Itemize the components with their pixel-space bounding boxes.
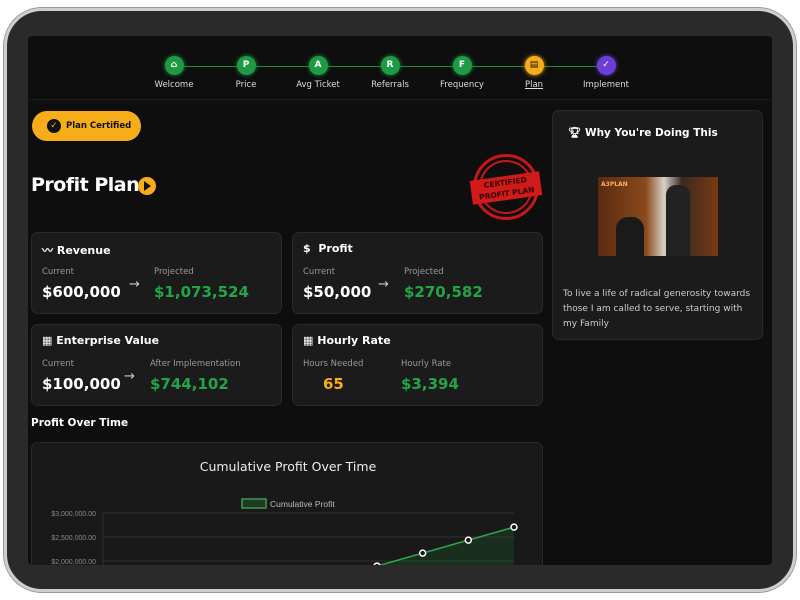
calendar-edit-icon: ▤ [524, 56, 544, 75]
revenue-card: 〰 Revenue Current $600,000 → Projected $… [31, 232, 282, 314]
enterprise-value-card: ▦ Enterprise Value Current $100,000 → Af… [31, 324, 282, 406]
legend-label: Cumulative Profit [270, 499, 335, 509]
hourly-rate: $3,394 [401, 375, 459, 393]
step-letter: F [452, 56, 472, 75]
step-frequency[interactable]: F Frequency [427, 56, 497, 90]
step-label: Welcome [154, 80, 194, 90]
step-label: Frequency [440, 80, 484, 90]
y-tick-label: $3,000,000.00 [51, 511, 96, 518]
data-point [418, 549, 427, 557]
cumulative-profit-chart: Cumulative Profit Over Time Cumulative Pr… [51, 459, 518, 565]
check-badge-icon: ✓ [596, 56, 616, 75]
certified-stamp: CERTIFIED PROFIT PLAN [469, 154, 543, 220]
plan-certified-badge[interactable]: ✓ Plan Certified [32, 111, 141, 141]
profit-card: $ Profit Current $50,000 → Projected $27… [292, 232, 543, 314]
legend-swatch [241, 498, 267, 509]
why-card: 🏆︎ Why You're Doing This A3PLAN To live … [552, 110, 763, 340]
home-icon: ⌂ [164, 56, 184, 75]
chart-title: Cumulative Profit Over Time [200, 459, 377, 474]
step-welcome[interactable]: ⌂ Welcome [139, 56, 209, 90]
step-price[interactable]: P Price [211, 56, 281, 90]
chart-card: Cumulative Profit Over Time Cumulative Pr… [31, 442, 543, 565]
card-title: Hourly Rate [317, 334, 391, 347]
page-title: Profit Plan [31, 174, 140, 196]
divider [28, 99, 772, 100]
step-avg-ticket[interactable]: A Avg Ticket [283, 56, 353, 90]
why-title: Why You're Doing This [585, 127, 718, 139]
label: Current [42, 359, 74, 369]
y-tick-label: $2,500,000.00 [51, 535, 96, 542]
step-letter: A [308, 56, 328, 75]
step-label: Price [235, 80, 257, 90]
dollar-icon: $ [303, 242, 311, 255]
hourly-rate-card: ▦ Hourly Rate Hours Needed 65 Hourly Rat… [292, 324, 543, 406]
step-letter: R [380, 56, 400, 75]
current-enterprise-value: $100,000 [42, 375, 121, 393]
hours-needed: 65 [323, 375, 344, 393]
label: Current [42, 267, 74, 277]
projected-profit: $270,582 [404, 283, 483, 301]
current-profit: $50,000 [303, 283, 372, 301]
why-text: To live a life of radical generosity tow… [563, 289, 751, 329]
series-area [380, 527, 514, 565]
data-point [464, 536, 473, 544]
projected-revenue: $1,073,524 [154, 283, 249, 301]
step-label: Referrals [371, 80, 409, 90]
trophy-icon: 🏆︎ [568, 127, 582, 139]
series-line [378, 526, 515, 565]
arrow-right-icon: → [378, 277, 389, 292]
play-video-button[interactable] [138, 177, 156, 195]
label: Hours Needed [303, 359, 364, 369]
data-point [373, 562, 381, 565]
data-point [510, 523, 518, 531]
step-label: Avg Ticket [296, 80, 340, 90]
building-icon: ▦ [42, 334, 53, 347]
arrow-right-icon: → [129, 277, 140, 292]
current-revenue: $600,000 [42, 283, 121, 301]
label: After Implementation [150, 359, 241, 369]
step-label: Plan [524, 80, 544, 90]
label: Current [303, 267, 335, 277]
app-screen: ⌂ Welcome P Price A Avg Ticket R Referrals F Freq… [28, 36, 772, 565]
label: Hourly Rate [401, 359, 452, 369]
section-title: Profit Over Time [31, 417, 129, 429]
step-plan[interactable]: ▤ Plan [499, 56, 569, 90]
card-title: Enterprise Value [56, 334, 160, 347]
motivation-photo: A3PLAN [598, 177, 718, 256]
step-label: Implement [582, 80, 629, 90]
building-icon: ▦ [303, 334, 314, 347]
card-title: Revenue [56, 244, 111, 257]
step-letter: P [236, 56, 256, 75]
step-implement[interactable]: ✓ Implement [571, 56, 641, 90]
badge-label: Plan Certified [66, 121, 132, 131]
check-circle-icon: ✓ [47, 119, 61, 133]
enterprise-value-after: $744,102 [150, 375, 229, 393]
label: Projected [154, 267, 194, 277]
step-referrals[interactable]: R Referrals [355, 56, 425, 90]
y-tick-label: $2,000,000.00 [51, 559, 96, 565]
arrow-right-icon: → [124, 369, 135, 384]
label: Projected [404, 267, 444, 277]
trend-up-icon: 〰 [42, 244, 53, 257]
card-title: Profit [318, 242, 353, 255]
